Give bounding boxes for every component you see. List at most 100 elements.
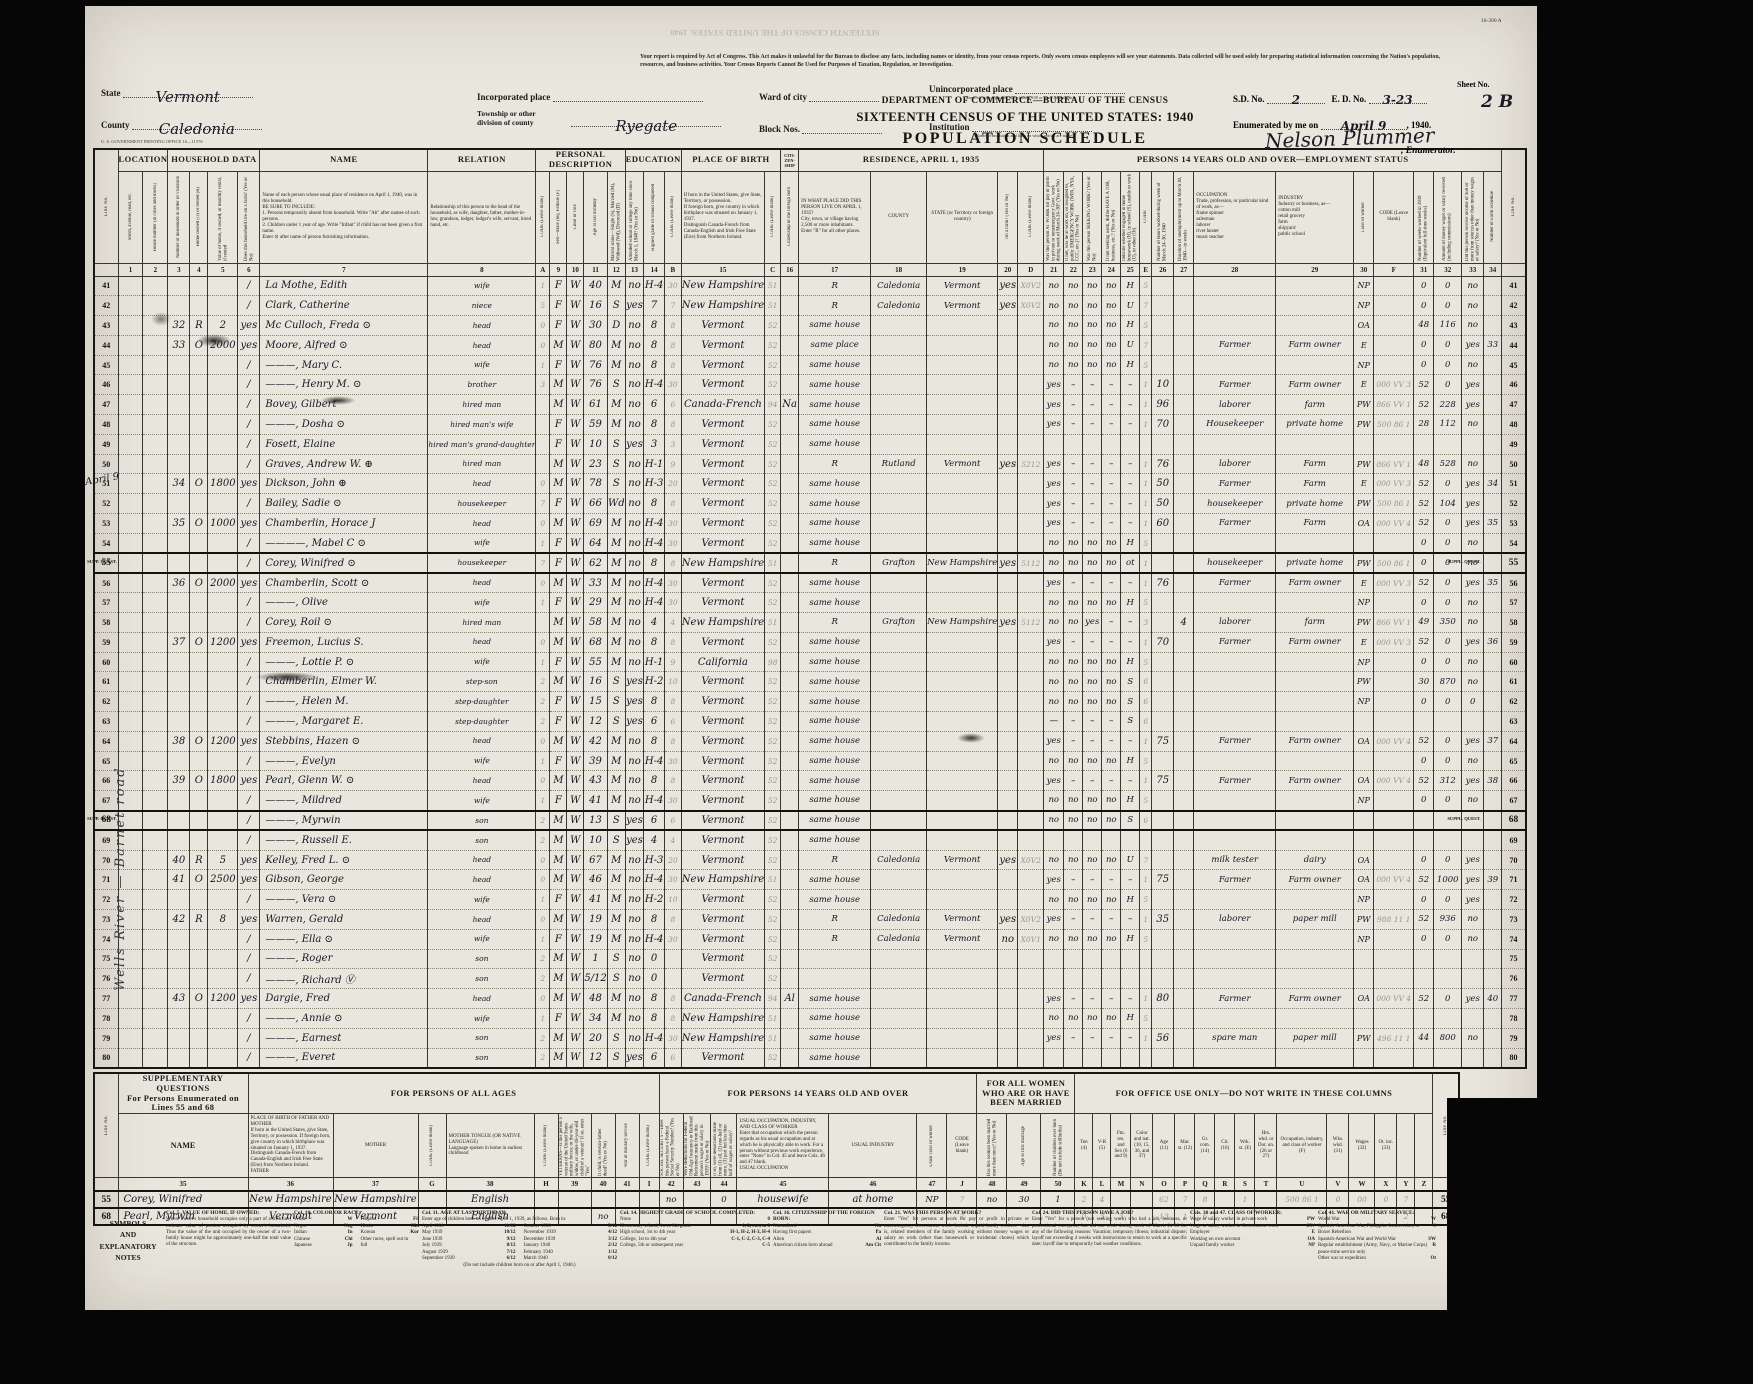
industry: [1275, 751, 1355, 772]
residence-1935-county: [870, 869, 928, 891]
marital-status: S: [606, 295, 626, 317]
code-f: 988 11 1: [1373, 909, 1415, 930]
emergency-work: –: [1063, 711, 1084, 732]
house-number: [142, 1028, 169, 1049]
column-header: Cit. (16): [1214, 1113, 1236, 1179]
unemployment-duration: [1173, 493, 1195, 515]
place-of-birth: California: [680, 652, 766, 673]
residence-1935-place: same house: [798, 1048, 872, 1069]
class-of-worker: E: [1353, 473, 1375, 495]
attended-school: yes: [624, 295, 645, 317]
has-job: [1101, 949, 1122, 970]
residence-1935-state: [926, 335, 999, 356]
legend-term: None: [620, 1217, 631, 1223]
residence-1935-farm: yes: [997, 612, 1019, 633]
column-header: Number of children ever born (Do not inc…: [1040, 1113, 1076, 1179]
other-income: no: [1461, 552, 1485, 574]
column-header: [1396, 1113, 1416, 1179]
emergency-work: –: [1063, 632, 1084, 653]
residence-1935-county: [870, 671, 928, 693]
farm-schedule: 37: [1483, 731, 1503, 752]
other-income: [1461, 949, 1485, 970]
code-d: [1017, 711, 1045, 732]
has-job: no: [1101, 671, 1122, 693]
age: 33: [583, 572, 608, 594]
income-1939: 0: [1433, 731, 1463, 752]
legend-code: 9/12: [506, 1236, 516, 1242]
owned-or-rented: [189, 1008, 209, 1029]
hours-worked: [1151, 1008, 1175, 1029]
residence-1935-state: [926, 1028, 999, 1049]
color-race: W: [566, 414, 585, 435]
age: 10: [583, 830, 608, 851]
street: [117, 850, 144, 871]
marital-status: M: [606, 652, 626, 673]
residence-1935-farm: [997, 869, 1019, 891]
column-header: USUAL OCCUPATION, INDUSTRY, AND CLASS OF…: [736, 1113, 830, 1179]
age: 15: [583, 691, 608, 713]
owned-or-rented: [189, 968, 209, 990]
office-o: 13: [1152, 1207, 1176, 1227]
township-value: Ryegate: [615, 117, 678, 136]
hours-worked: 75: [1151, 770, 1175, 792]
attended-school: no: [624, 652, 645, 673]
column-number: Y: [1396, 1177, 1416, 1192]
emergency-work: –: [1063, 869, 1084, 891]
street: [117, 335, 144, 356]
residence-1935-farm: [997, 473, 1019, 495]
marital-status: S: [606, 434, 626, 455]
hours-worked: [1151, 929, 1175, 950]
legend-pair: July 1939 8/12: [422, 1243, 516, 1250]
code-e: 6: [1139, 691, 1153, 713]
code-c: 52: [764, 355, 782, 376]
gpo-imprint: U. S. GOVERNMENT PRINTING OFFICE 16—1157…: [101, 139, 203, 144]
income-1939: 800: [1433, 1028, 1463, 1049]
occupation: Farmer: [1193, 374, 1277, 396]
code-f: [1373, 850, 1415, 871]
engaged-in: –: [1120, 731, 1141, 752]
house-number: [142, 968, 169, 990]
engaged-in: [1120, 968, 1141, 990]
column-header: Ot. inc. (33): [1374, 1113, 1398, 1179]
citizenship: [780, 493, 800, 515]
weeks-worked-1939: 0: [1413, 652, 1435, 673]
legend-pair: Wage or salary worker in Government work…: [1190, 1224, 1315, 1231]
residence-1935-place: same house: [798, 751, 872, 772]
farm-residence: yes: [237, 869, 261, 891]
income-1939: 936: [1433, 909, 1463, 930]
household-number: [167, 671, 191, 693]
residence-1935-place: [798, 968, 872, 990]
house-number: [142, 414, 169, 435]
marital-status: M: [606, 513, 626, 534]
at-work: yes: [1043, 632, 1065, 653]
column-number: [93, 1177, 119, 1192]
column-number: [93, 262, 119, 277]
code-b: 4: [664, 612, 682, 633]
at-work: yes: [1043, 731, 1065, 752]
hours-worked: [1151, 968, 1175, 990]
other-income: no: [1461, 355, 1485, 376]
farm-residence: /: [237, 394, 261, 416]
home-value: [207, 809, 239, 832]
hours-worked: 96: [1151, 394, 1175, 416]
sex: F: [549, 493, 568, 515]
legend-term: Hindu: [360, 1223, 374, 1229]
legend-pair: August 1939 7/12: [422, 1250, 516, 1257]
industry: Farm owner: [1275, 632, 1355, 653]
other-income: [1461, 711, 1485, 732]
engaged-in: S: [1120, 691, 1141, 713]
residence-1935-farm: [997, 671, 1019, 693]
residence-1935-state: [926, 414, 999, 435]
engaged-in: –: [1120, 414, 1141, 435]
code-d: [1017, 1008, 1045, 1029]
other-income: yes: [1461, 770, 1485, 792]
code-f: [1373, 929, 1415, 950]
income-1939: 0: [1433, 592, 1463, 614]
industry: private home: [1275, 552, 1355, 574]
column-number: 26: [1151, 262, 1175, 277]
marital-status: S: [606, 968, 626, 990]
code-b: 8: [664, 988, 682, 1009]
house-number: [142, 632, 169, 653]
code-f: 000 VV 3: [1373, 632, 1415, 653]
